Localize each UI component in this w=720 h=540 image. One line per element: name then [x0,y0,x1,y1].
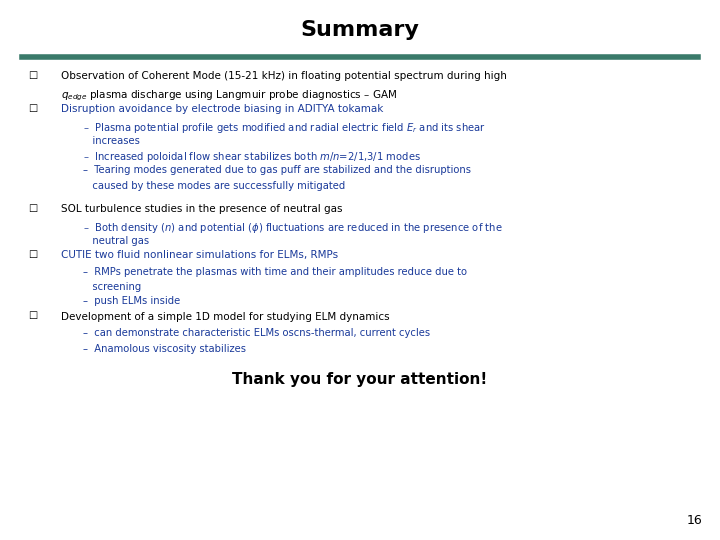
Text: □: □ [28,310,37,320]
Text: Disruption avoidance by electrode biasing in ADITYA tokamak: Disruption avoidance by electrode biasin… [61,104,384,114]
Text: –  Tearing modes generated due to gas puff are stabilized and the disruptions: – Tearing modes generated due to gas puf… [83,165,471,176]
Text: increases: increases [83,136,140,146]
Text: Development of a simple 1D model for studying ELM dynamics: Development of a simple 1D model for stu… [61,312,390,321]
Text: –  can demonstrate characteristic ELMs oscns-thermal, current cycles: – can demonstrate characteristic ELMs os… [83,328,430,339]
Text: –  Both density ($n$) and potential ($\phi$) fluctuations are reduced in the pre: – Both density ($n$) and potential ($\ph… [83,221,503,235]
Text: □: □ [28,249,37,259]
Text: –  Plasma potential profile gets modified and radial electric field $E_r$ and it: – Plasma potential profile gets modified… [83,121,486,135]
Text: 16: 16 [686,514,702,526]
Text: Summary: Summary [300,20,420,40]
Text: □: □ [28,70,37,80]
Text: $q_{edge}$ plasma discharge using Langmuir probe diagnostics – GAM: $q_{edge}$ plasma discharge using Langmu… [61,88,397,103]
Text: SOL turbulence studies in the presence of neutral gas: SOL turbulence studies in the presence o… [61,204,343,214]
Text: □: □ [28,103,37,113]
Text: Observation of Coherent Mode (15-21 kHz) in floating potential spectrum during h: Observation of Coherent Mode (15-21 kHz)… [61,71,507,82]
Text: –  Increased poloidal flow shear stabilizes both $m/n$=2/1,3/1 modes: – Increased poloidal flow shear stabiliz… [83,150,420,164]
Text: –  push ELMs inside: – push ELMs inside [83,296,180,306]
Text: CUTIE two fluid nonlinear simulations for ELMs, RMPs: CUTIE two fluid nonlinear simulations fo… [61,251,338,260]
Text: caused by these modes are successfully mitigated: caused by these modes are successfully m… [83,181,345,191]
Text: □: □ [28,202,37,213]
Text: neutral gas: neutral gas [83,237,149,246]
Text: screening: screening [83,282,141,292]
Text: –  RMPs penetrate the plasmas with time and their amplitudes reduce due to: – RMPs penetrate the plasmas with time a… [83,267,467,277]
Text: –  Anamolous viscosity stabilizes: – Anamolous viscosity stabilizes [83,343,246,354]
Text: Thank you for your attention!: Thank you for your attention! [233,372,487,387]
